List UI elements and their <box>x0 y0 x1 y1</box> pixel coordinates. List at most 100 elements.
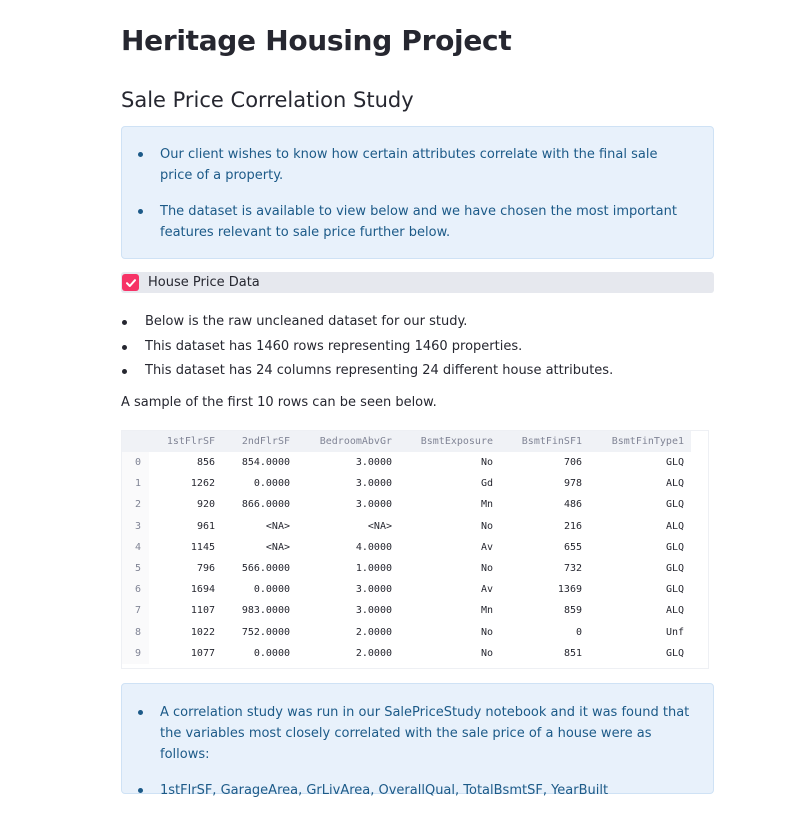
column-header[interactable]: 1stFlrSF <box>166 436 215 447</box>
table-cell[interactable]: Unf <box>665 626 684 638</box>
table-cell[interactable]: 1145 <box>190 541 215 553</box>
column-header[interactable]: 2ndFlrSF <box>241 436 290 447</box>
table-cell[interactable]: GLQ <box>665 647 684 659</box>
table-cell[interactable]: 0.0000 <box>253 584 290 596</box>
table-cell[interactable]: 1.0000 <box>355 563 392 575</box>
table-cell[interactable]: <NA> <box>367 520 392 532</box>
table-cell[interactable]: GLQ <box>665 541 684 553</box>
column-header[interactable]: BedroomAbvGr <box>319 436 392 447</box>
table-cell[interactable]: 0.0000 <box>253 478 290 490</box>
table-cell[interactable]: 796 <box>196 563 215 575</box>
table-cell[interactable]: <NA> <box>265 541 290 553</box>
table-cell[interactable]: 706 <box>563 457 582 469</box>
table-cell[interactable]: 1262 <box>190 478 215 490</box>
table-cell[interactable]: No <box>480 626 493 638</box>
table-cell[interactable]: Gd <box>480 478 493 490</box>
table-cell[interactable]: 1077 <box>190 647 215 659</box>
table-cell[interactable]: 655 <box>563 541 582 553</box>
table-cell[interactable]: 3.0000 <box>355 584 392 596</box>
table-cell[interactable]: Av <box>480 584 493 596</box>
column-header[interactable]: BsmtFinType1 <box>611 436 684 447</box>
table-cell[interactable]: ALQ <box>665 478 684 490</box>
table-cell[interactable]: 0.0000 <box>253 647 290 659</box>
table-cell[interactable]: <NA> <box>265 520 290 532</box>
table-cell[interactable]: GLQ <box>665 499 684 511</box>
table-row: 0 856 854.0000 3.0000 No 706 GLQ <box>122 452 691 474</box>
table-row: 7 1107 983.0000 3.0000 Mn 859 ALQ <box>122 600 691 622</box>
table-cell[interactable]: 3.0000 <box>355 478 392 490</box>
checkbox-checked-icon[interactable] <box>122 274 139 291</box>
table-cell[interactable]: 752.0000 <box>241 626 290 638</box>
table-cell[interactable]: 1369 <box>557 584 582 596</box>
row-index: 2 <box>122 494 149 516</box>
intro-list-item: Our client wishes to know how certain at… <box>122 144 693 186</box>
table-cell[interactable]: 854.0000 <box>241 457 290 469</box>
table-row: 1 1262 0.0000 3.0000 Gd 978 ALQ <box>122 473 691 495</box>
sample-caption: A sample of the first 10 rows can be see… <box>121 395 437 410</box>
table-cell[interactable]: 566.0000 <box>241 563 290 575</box>
table-cell[interactable]: 3.0000 <box>355 499 392 511</box>
info-box-correlation: A correlation study was run in our SaleP… <box>121 683 714 798</box>
table-cell[interactable]: 3.0000 <box>355 457 392 469</box>
table-cell[interactable]: 3.0000 <box>355 605 392 617</box>
dataframe: 1stFlrSF 2ndFlrSF BedroomAbvGr BsmtExpos… <box>122 431 691 664</box>
table-cell[interactable]: 856 <box>196 457 215 469</box>
row-index: 9 <box>122 642 149 664</box>
table-row: 4 1145 <NA> 4.0000 Av 655 GLQ <box>122 536 691 558</box>
correlation-list: A correlation study was run in our SaleP… <box>122 702 693 801</box>
table-cell[interactable]: 486 <box>563 499 582 511</box>
dataset-note-item: Below is the raw uncleaned dataset for o… <box>121 310 613 335</box>
table-cell[interactable]: 978 <box>563 478 582 490</box>
table-cell[interactable]: GLQ <box>665 563 684 575</box>
row-index: 7 <box>122 600 149 622</box>
table-cell[interactable]: 2.0000 <box>355 647 392 659</box>
table-cell[interactable]: 961 <box>196 520 215 532</box>
table-cell[interactable]: 1694 <box>190 584 215 596</box>
column-header[interactable]: BsmtFinSF1 <box>521 436 582 447</box>
data-table[interactable]: 1stFlrSF 2ndFlrSF BedroomAbvGr BsmtExpos… <box>121 430 709 669</box>
dataset-note-item: This dataset has 24 columns representing… <box>121 359 613 384</box>
page-subtitle: Sale Price Correlation Study <box>121 88 414 112</box>
table-cell[interactable]: 983.0000 <box>241 605 290 617</box>
table-cell[interactable]: 732 <box>563 563 582 575</box>
table-cell[interactable]: 0 <box>575 626 582 638</box>
info-box-intro: Our client wishes to know how certain at… <box>121 126 714 259</box>
correlation-list-item: A correlation study was run in our SaleP… <box>122 702 693 765</box>
table-cell[interactable]: 216 <box>563 520 582 532</box>
table-cell[interactable]: 1022 <box>190 626 215 638</box>
table-cell[interactable]: No <box>480 520 493 532</box>
correlation-list-item: 1stFlrSF, GarageArea, GrLivArea, Overall… <box>122 780 693 801</box>
intro-list-item: The dataset is available to view below a… <box>122 201 693 243</box>
table-row: 6 1694 0.0000 3.0000 Av 1369 GLQ <box>122 579 691 601</box>
index-header <box>122 431 149 452</box>
row-index: 8 <box>122 621 149 643</box>
table-cell[interactable]: 859 <box>563 605 582 617</box>
table-cell[interactable]: No <box>480 563 493 575</box>
table-cell[interactable]: Mn <box>480 605 493 617</box>
page-title: Heritage Housing Project <box>121 24 512 57</box>
table-cell[interactable]: 4.0000 <box>355 541 392 553</box>
row-index: 0 <box>122 452 149 474</box>
table-row: 8 1022 752.0000 2.0000 No 0 Unf <box>122 621 691 643</box>
table-cell[interactable]: GLQ <box>665 584 684 596</box>
table-cell[interactable]: 920 <box>196 499 215 511</box>
table-cell[interactable]: No <box>480 647 493 659</box>
row-index: 1 <box>122 473 149 495</box>
table-cell[interactable]: 2.0000 <box>355 626 392 638</box>
table-cell[interactable]: 866.0000 <box>241 499 290 511</box>
house-price-data-checkbox[interactable]: House Price Data <box>121 272 714 293</box>
dataset-notes-list: Below is the raw uncleaned dataset for o… <box>121 310 613 384</box>
table-cell[interactable]: Mn <box>480 499 493 511</box>
table-cell[interactable]: 851 <box>563 647 582 659</box>
table-cell[interactable]: GLQ <box>665 457 684 469</box>
table-cell[interactable]: ALQ <box>665 605 684 617</box>
dataset-note-item: This dataset has 1460 rows representing … <box>121 335 613 360</box>
table-cell[interactable]: 1107 <box>190 605 215 617</box>
table-cell[interactable]: Av <box>480 541 493 553</box>
table-row: 5 796 566.0000 1.0000 No 732 GLQ <box>122 557 691 580</box>
column-header[interactable]: BsmtExposure <box>420 436 493 447</box>
table-cell[interactable]: No <box>480 457 493 469</box>
row-index: 3 <box>122 515 149 537</box>
intro-list: Our client wishes to know how certain at… <box>122 144 693 243</box>
table-cell[interactable]: ALQ <box>665 520 684 532</box>
